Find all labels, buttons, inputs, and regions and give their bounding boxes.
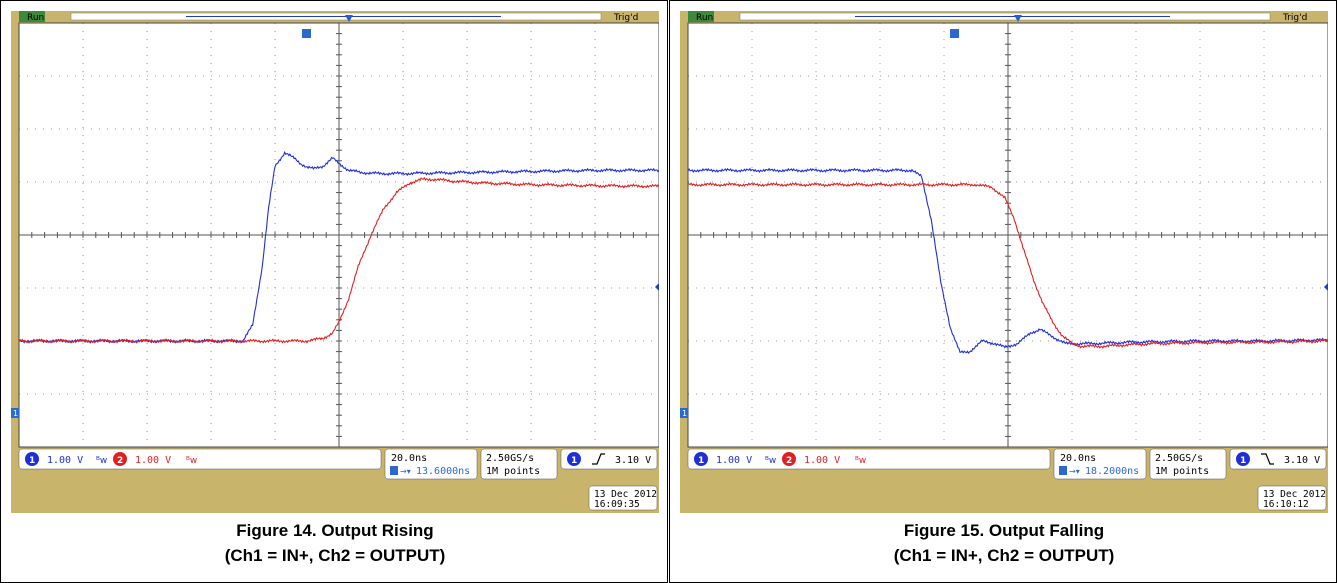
capture-date: 13 Dec 2012 xyxy=(1263,489,1326,500)
graticule xyxy=(18,22,659,448)
plot-border xyxy=(687,22,1328,448)
oscilloscope-capture: Run Trig'd 1 1 1.00 V ᴮw 2 1.00 V ᴮw xyxy=(680,11,1328,513)
ch1-bw-limit-icon: ᴮw xyxy=(96,456,107,466)
timebase: 20.0ns xyxy=(1060,453,1096,464)
trigger-delay: 13.6000ns xyxy=(416,466,470,477)
trigger-time-marker xyxy=(950,29,959,38)
ch2-scale: 1.00 V xyxy=(804,455,840,466)
record-length: 1M points xyxy=(1155,466,1209,477)
sample-rate: 2.50GS/s xyxy=(486,453,534,464)
datetime-readout xyxy=(1257,485,1327,511)
figure-14-panel: Run Trig'd 1 1 1.00 V ᴮw 2 1.00 V xyxy=(0,0,668,583)
figure-caption-subtitle: (Ch1 = IN+, Ch2 = OUTPUT) xyxy=(224,546,446,565)
waveforms xyxy=(687,167,1328,355)
trigger-status: Trig'd xyxy=(1282,13,1307,23)
delay-arrow-icon: →▾ xyxy=(400,467,411,476)
trigger-source-label: 1 xyxy=(1240,456,1246,466)
graticule xyxy=(687,22,1328,448)
trigger-delay: 18.2000ns xyxy=(1085,466,1139,477)
oscilloscope-screen: Run Trig'd 1 1 1.00 V ᴮw 2 1.00 V ᴮw xyxy=(680,11,1328,513)
trigger-readout xyxy=(1229,448,1327,470)
ch1-ground-marker xyxy=(11,408,19,418)
ch1-ground-label: 1 xyxy=(682,409,687,418)
ch1-badge-label: 1 xyxy=(29,456,35,466)
run-status: Run xyxy=(696,13,713,23)
acquisition-readout xyxy=(480,448,558,480)
capture-time: 16:09:35 xyxy=(594,499,640,510)
trigger-source-label: 1 xyxy=(571,456,577,466)
ch1-bw-limit-icon: ᴮw xyxy=(765,456,776,466)
datetime-readout xyxy=(588,485,658,511)
figure-caption-title: Figure 15. Output Falling xyxy=(903,521,1105,540)
trigger-position-marker xyxy=(1014,15,1022,22)
delay-marker-icon xyxy=(390,466,398,475)
capture-date: 13 Dec 2012 xyxy=(594,489,657,500)
trigger-time-marker xyxy=(302,29,311,38)
ch2-scale: 1.00 V xyxy=(135,455,171,466)
rising-edge-icon xyxy=(592,453,605,465)
waveform-ch2 xyxy=(18,176,659,344)
ch2-bw-limit-icon: ᴮw xyxy=(855,456,866,466)
figure-caption-title: Figure 14. Output Rising xyxy=(236,521,434,540)
ch1-ground-label: 1 xyxy=(13,409,18,418)
waveforms xyxy=(18,150,659,344)
status-badge xyxy=(19,11,45,22)
ch1-badge xyxy=(694,452,708,466)
status-badge xyxy=(688,11,714,22)
trigger-level: 3.10 V xyxy=(615,455,651,466)
sample-rate: 2.50GS/s xyxy=(1155,453,1203,464)
trigger-source-badge xyxy=(567,452,581,466)
ch1-scale: 1.00 V xyxy=(716,455,752,466)
acquisition-readout xyxy=(1149,448,1227,480)
ch2-badge xyxy=(782,452,796,466)
ch2-badge-label: 2 xyxy=(117,456,123,466)
ch1-badge xyxy=(25,452,39,466)
ch1-ground-marker xyxy=(680,408,688,418)
figure-15-panel: Run Trig'd 1 1 1.00 V ᴮw 2 1.00 V ᴮw xyxy=(669,0,1337,583)
run-status: Run xyxy=(27,13,44,23)
trigger-level-marker xyxy=(655,283,659,291)
trigger-status: Trig'd xyxy=(613,13,638,23)
trigger-position-marker xyxy=(345,15,353,22)
oscilloscope-screen: Run Trig'd 1 1 1.00 V ᴮw 2 1.00 V xyxy=(11,11,659,513)
record-length: 1M points xyxy=(486,466,540,477)
delay-arrow-icon: →▾ xyxy=(1069,467,1080,476)
trigger-level-marker xyxy=(1324,283,1328,291)
ch1-scale: 1.00 V xyxy=(47,455,83,466)
timebase-readout xyxy=(1053,448,1147,480)
timebase-readout xyxy=(384,448,478,480)
oscilloscope-capture: Run Trig'd 1 1 1.00 V ᴮw 2 1.00 V xyxy=(11,11,659,513)
channel-readout xyxy=(687,448,1051,470)
waveform-ch1 xyxy=(687,167,1328,355)
delay-marker-icon xyxy=(1059,466,1067,475)
trigger-source-badge xyxy=(1236,452,1250,466)
trigger-readout xyxy=(560,448,658,470)
falling-edge-icon xyxy=(1261,453,1274,465)
ch2-badge xyxy=(113,452,127,466)
trigger-level: 3.10 V xyxy=(1284,455,1320,466)
figure-caption-subtitle: (Ch1 = IN+, Ch2 = OUTPUT) xyxy=(893,546,1115,565)
ch2-badge-label: 2 xyxy=(786,456,792,466)
plot-border xyxy=(18,22,659,448)
capture-time: 16:10:12 xyxy=(1263,499,1309,510)
ch1-badge-label: 1 xyxy=(698,456,704,466)
ch2-bw-limit-icon: ᴮw xyxy=(186,456,197,466)
waveform-ch2 xyxy=(687,181,1328,349)
timebase: 20.0ns xyxy=(391,453,427,464)
channel-readout xyxy=(18,448,382,470)
